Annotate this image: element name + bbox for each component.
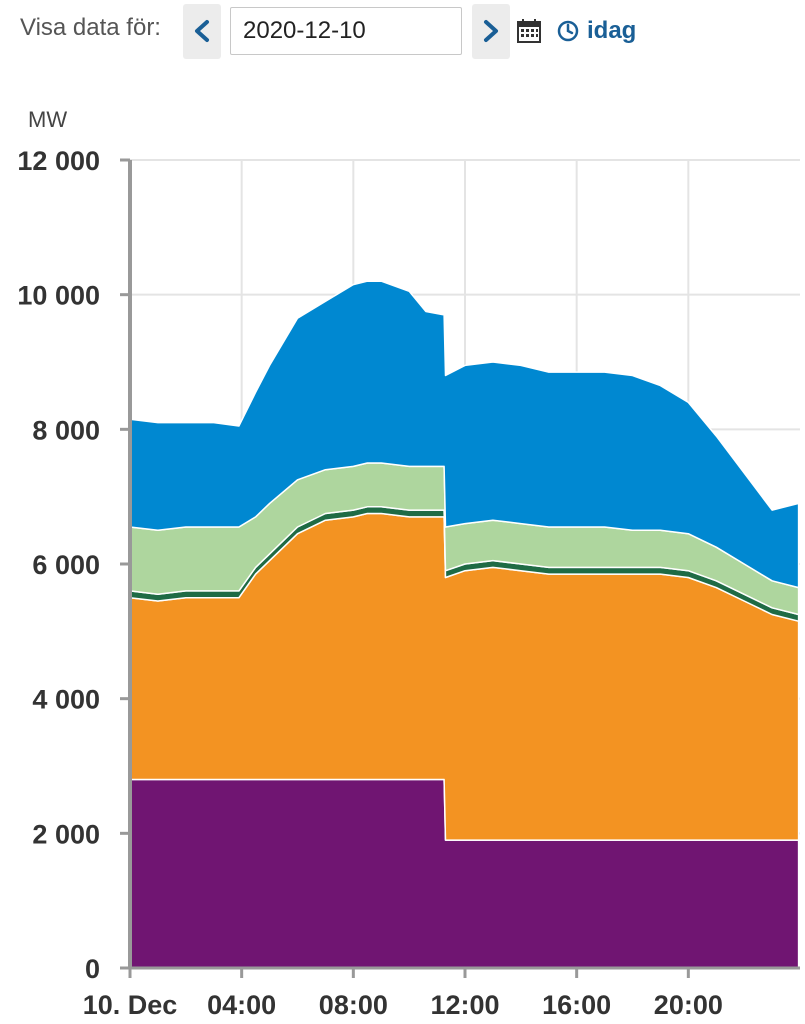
y-tick-label: 4 000 [32, 685, 100, 715]
previous-day-button[interactable] [183, 4, 221, 59]
y-tick-label: 10 000 [17, 281, 100, 311]
y-tick-label: 0 [85, 954, 100, 984]
x-tick-label: 04:00 [207, 990, 276, 1020]
date-input[interactable] [230, 7, 462, 55]
y-tick-label: 8 000 [32, 415, 100, 445]
series-area-5 [129, 280, 800, 589]
x-tick-label: 08:00 [319, 990, 388, 1020]
date-controls: Visa data för: idag [0, 0, 805, 66]
calendar-icon[interactable] [516, 18, 542, 44]
y-tick-label: 6 000 [32, 550, 100, 580]
x-axis-ticks: 10. Dec 04:00 08:00 12:00 16:00 20:00 [83, 990, 723, 1020]
y-tick-label: 2 000 [32, 819, 100, 849]
power-chart: MW 0 2 000 4 000 6 000 8 000 10 000 12 000 10.… [17, 107, 800, 1020]
y-tick-label: 12 000 [17, 146, 100, 176]
x-tick-label: 16:00 [542, 990, 611, 1020]
chevron-right-icon [484, 20, 498, 42]
x-tick-label: 10. Dec [83, 990, 178, 1020]
y-axis-unit: MW [28, 107, 67, 132]
today-link[interactable]: idag [557, 14, 636, 48]
x-tick-label: 12:00 [430, 990, 499, 1020]
x-tick-label: 20:00 [654, 990, 723, 1020]
clock-icon [557, 20, 579, 42]
y-axis-ticks: 0 2 000 4 000 6 000 8 000 10 000 12 000 [17, 146, 100, 984]
series-areas [129, 280, 800, 969]
chevron-left-icon [195, 20, 209, 42]
show-data-for-label: Visa data för: [20, 14, 161, 41]
today-label: idag [587, 17, 637, 44]
next-day-button[interactable] [472, 4, 510, 59]
axes [120, 158, 800, 978]
